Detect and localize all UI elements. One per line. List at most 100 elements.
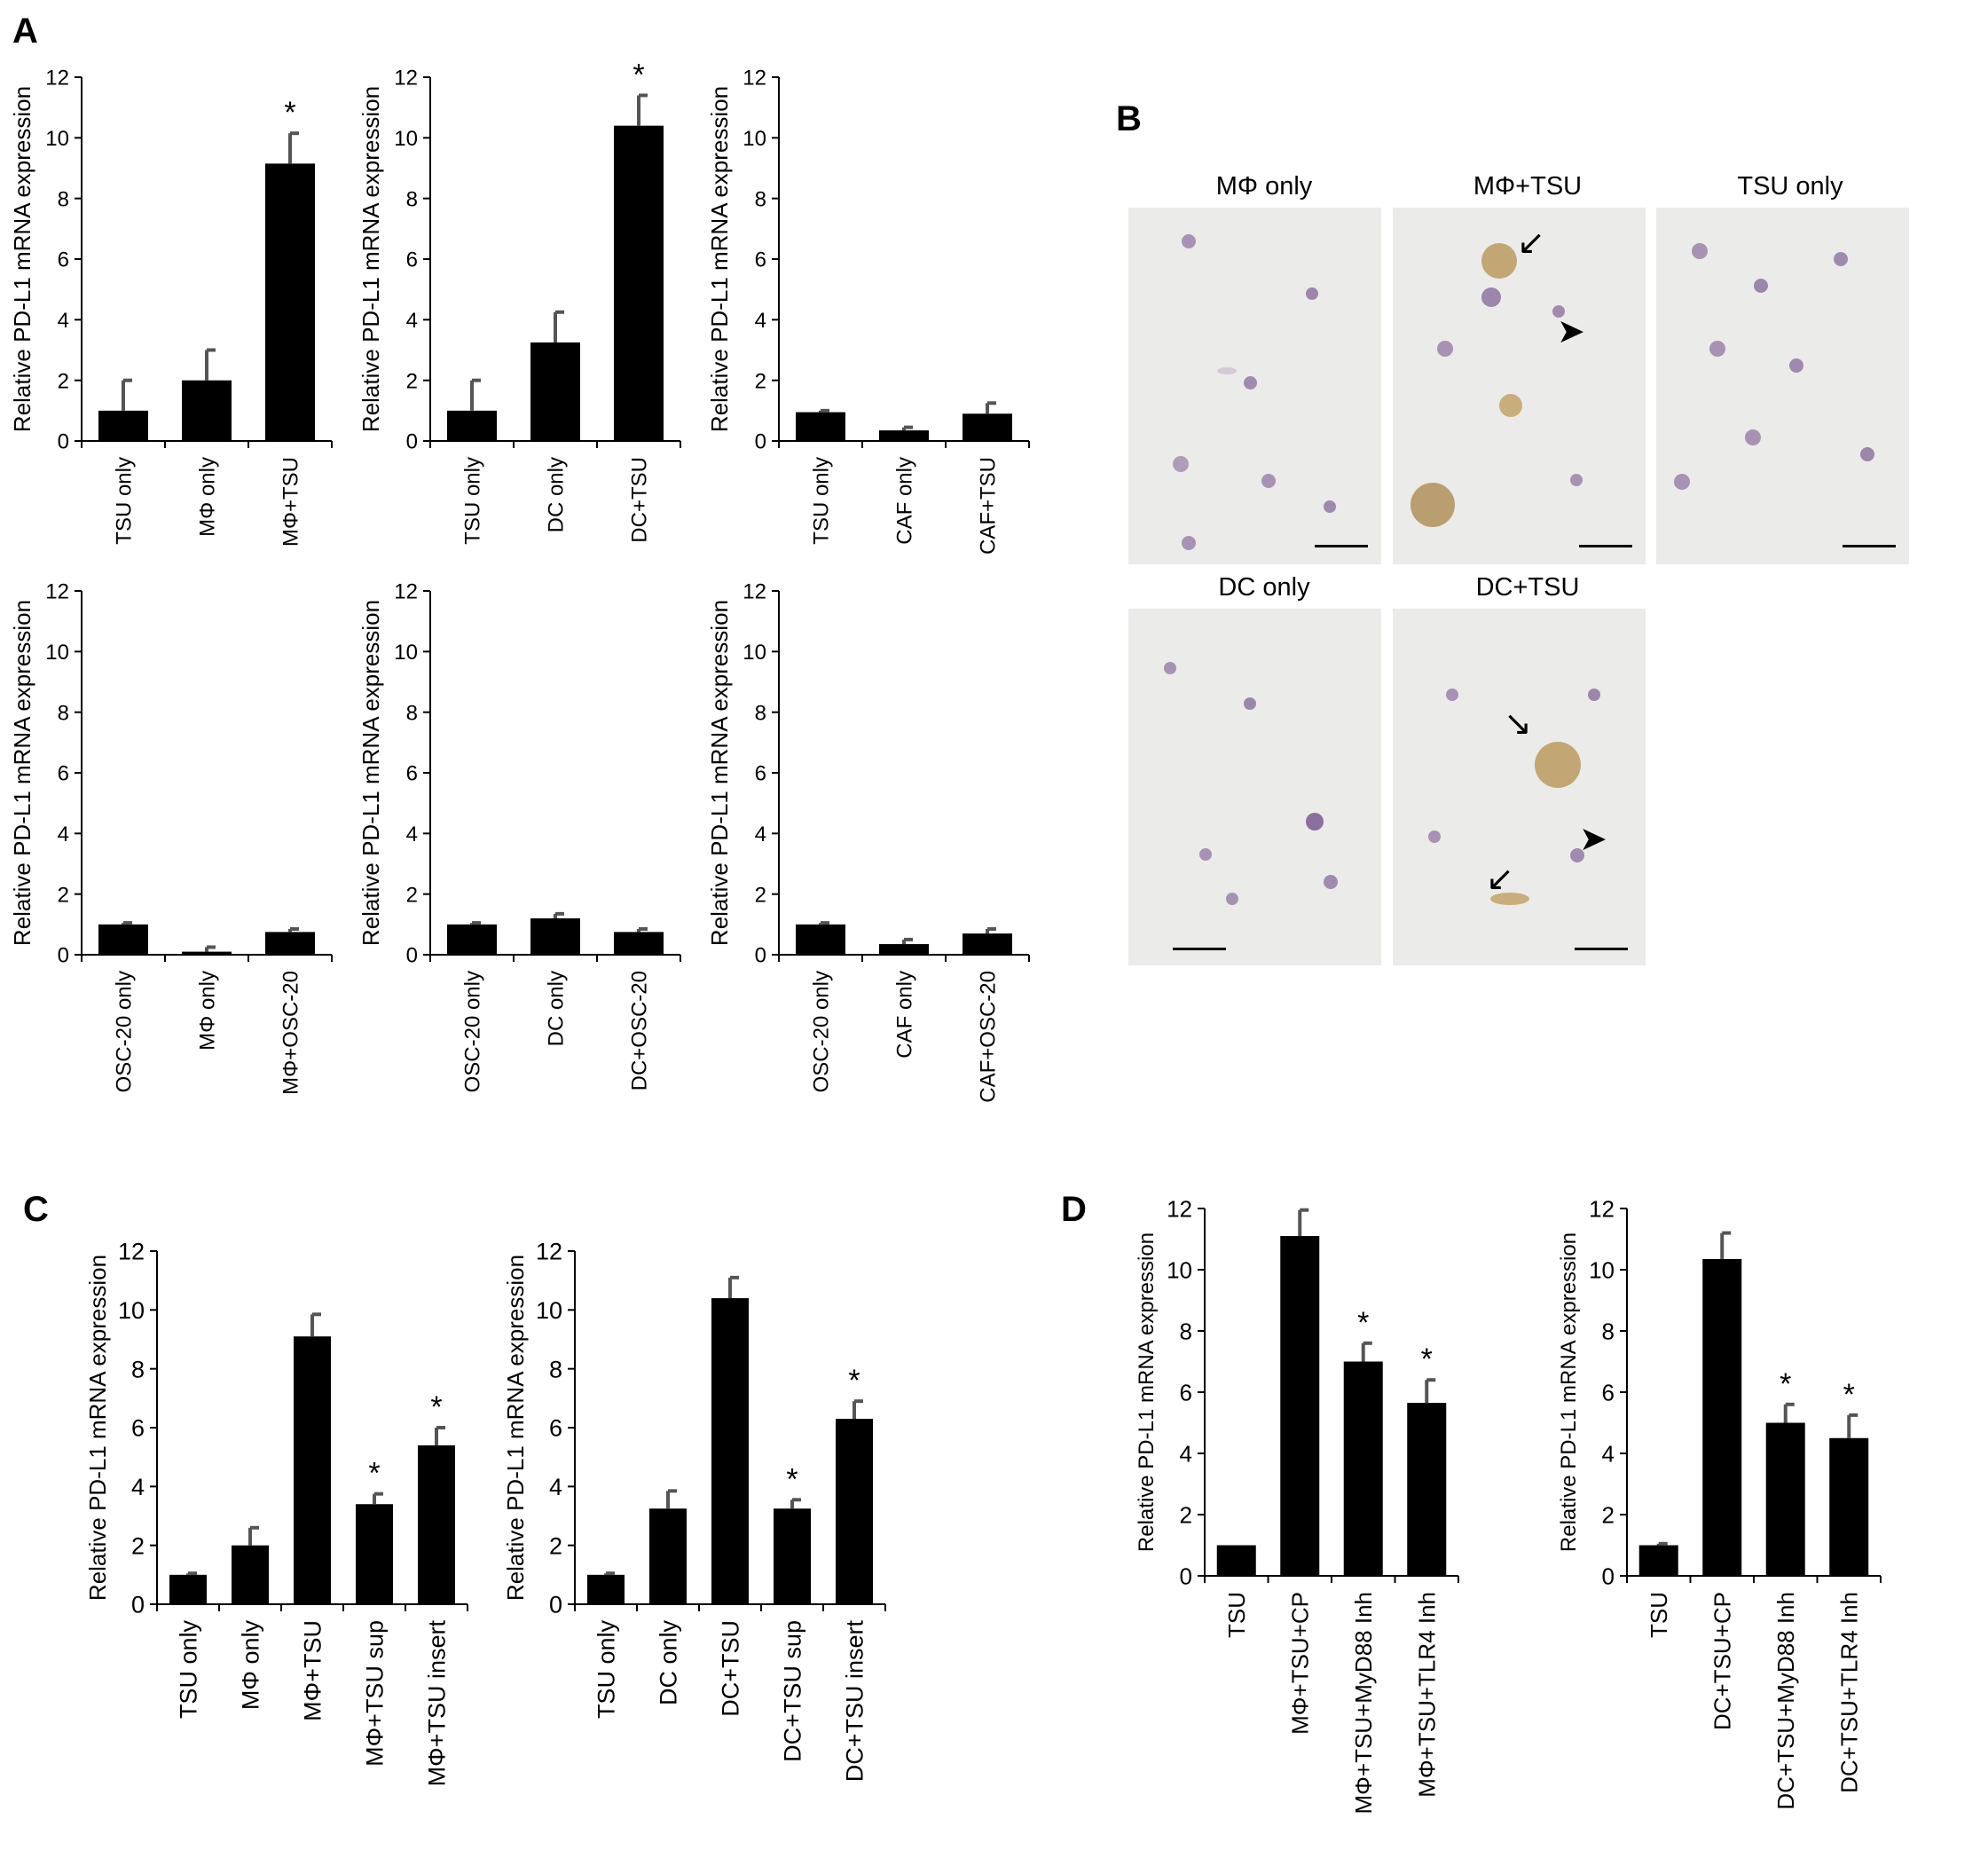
c2-y-tick-label: 6 bbox=[549, 1415, 562, 1442]
stained-cell bbox=[1789, 358, 1803, 373]
c1-category-label: MΦ+TSU sup bbox=[361, 1620, 388, 1767]
stained-cell bbox=[1570, 474, 1583, 486]
c1-bar bbox=[356, 1504, 393, 1604]
d2-significance-mark: * bbox=[1843, 1378, 1855, 1412]
stained-cell bbox=[1709, 341, 1725, 357]
a4-y-axis-label: Relative PD-L1 mRNA expression bbox=[9, 600, 35, 946]
a3-category-label: TSU only bbox=[809, 457, 833, 545]
a6-y-tick-label: 0 bbox=[755, 944, 766, 968]
arrow-icon: ↙ bbox=[1517, 223, 1545, 262]
stained-cell bbox=[1428, 831, 1441, 843]
d2-significance-mark: * bbox=[1780, 1367, 1791, 1401]
d2-category-label: DC+TSU+MyD88 Inh bbox=[1772, 1592, 1799, 1810]
c1-y-tick-label: 8 bbox=[131, 1356, 145, 1382]
d1-significance-mark: * bbox=[1357, 1306, 1369, 1340]
a2-category-label: DC+TSU bbox=[627, 457, 651, 543]
a5-y-axis-label: Relative PD-L1 mRNA expression bbox=[358, 600, 384, 946]
d1-bar bbox=[1343, 1361, 1383, 1576]
a6-y-tick-label: 10 bbox=[743, 641, 766, 665]
stained-cell bbox=[1754, 279, 1768, 293]
d2-y-tick-label: 4 bbox=[1602, 1440, 1615, 1467]
stained-cell bbox=[1324, 875, 1338, 889]
d1-significance-mark: * bbox=[1421, 1342, 1433, 1376]
a3-y-tick-label: 10 bbox=[743, 127, 766, 151]
a5-bar bbox=[614, 932, 664, 955]
a2-category-label: DC only bbox=[544, 457, 568, 532]
c1-significance-mark: * bbox=[430, 1390, 442, 1424]
a2-y-tick-label: 12 bbox=[394, 67, 418, 91]
d1-category-label: MΦ+TSU+CP bbox=[1286, 1592, 1313, 1735]
a3-bar bbox=[963, 413, 1012, 441]
a3-y-tick-label: 6 bbox=[755, 248, 766, 272]
a2-y-tick-label: 6 bbox=[406, 248, 418, 272]
panel-label-d: D bbox=[1061, 1190, 1087, 1229]
d1-y-tick-label: 10 bbox=[1167, 1256, 1192, 1283]
c2-bar bbox=[836, 1419, 873, 1604]
stained-cell bbox=[1173, 456, 1189, 472]
stained-cell bbox=[1446, 689, 1458, 701]
a1-bar bbox=[182, 380, 232, 441]
d1-y-tick-label: 4 bbox=[1180, 1440, 1192, 1467]
micrograph-title-dc-tsu: DC+TSU bbox=[1475, 573, 1580, 602]
d1-category-label: MΦ+TSU+TLR4 Inh bbox=[1413, 1592, 1440, 1798]
a2-y-tick-label: 2 bbox=[406, 369, 418, 393]
c1-y-tick-label: 4 bbox=[131, 1474, 145, 1500]
a6-category-label: CAF+OSC-20 bbox=[976, 971, 1000, 1103]
a3-y-tick-label: 8 bbox=[755, 187, 766, 211]
stained-cell bbox=[1217, 367, 1237, 374]
a2-bar bbox=[530, 342, 580, 441]
d1-y-axis-label: Relative PD-L1 mRNA expression bbox=[1135, 1232, 1159, 1552]
micrograph-dc-only bbox=[1128, 609, 1381, 965]
a6-y-tick-label: 2 bbox=[755, 883, 766, 907]
d2-y-tick-label: 12 bbox=[1589, 1195, 1615, 1222]
stained-cell bbox=[1244, 697, 1256, 710]
a4-y-tick-label: 4 bbox=[58, 823, 69, 846]
panel-label-b: B bbox=[1116, 99, 1142, 138]
a4-category-label: OSC-20 only bbox=[112, 971, 136, 1092]
panel-label-c: C bbox=[23, 1190, 49, 1229]
c1-category-label: MΦ+TSU bbox=[299, 1620, 326, 1721]
a6-bar bbox=[796, 924, 845, 955]
d2-category-label: DC+TSU+CP bbox=[1709, 1592, 1735, 1730]
c2-y-tick-label: 10 bbox=[536, 1297, 562, 1324]
a4-bar bbox=[98, 924, 148, 955]
c1-y-axis-label: Relative PD-L1 mRNA expression bbox=[84, 1255, 111, 1601]
stained-cell bbox=[1834, 252, 1848, 266]
a6-y-axis-label: Relative PD-L1 mRNA expression bbox=[706, 600, 733, 946]
a1-category-label: MΦ only bbox=[195, 457, 219, 537]
d2-y-tick-label: 8 bbox=[1602, 1318, 1615, 1344]
stained-cell bbox=[1324, 500, 1336, 513]
d2-y-tick-label: 6 bbox=[1602, 1379, 1615, 1405]
c2-y-tick-label: 4 bbox=[549, 1474, 562, 1500]
d2-y-tick-label: 10 bbox=[1589, 1256, 1615, 1283]
a6-y-tick-label: 6 bbox=[755, 762, 766, 786]
c1-category-label: MΦ+TSU insert bbox=[423, 1620, 450, 1787]
a3-y-tick-label: 2 bbox=[755, 369, 766, 393]
a4-bar bbox=[182, 951, 232, 955]
scale-bar bbox=[1575, 948, 1628, 950]
a6-bar bbox=[879, 944, 929, 955]
d1-y-tick-label: 2 bbox=[1180, 1501, 1192, 1528]
stained-cell bbox=[1499, 394, 1522, 417]
c2-category-label: TSU only bbox=[593, 1620, 619, 1720]
a6-y-tick-label: 4 bbox=[755, 823, 766, 846]
c2-y-tick-label: 0 bbox=[549, 1592, 562, 1618]
d1-y-tick-label: 12 bbox=[1167, 1195, 1192, 1222]
a1-y-tick-label: 12 bbox=[45, 67, 69, 91]
a3-y-tick-label: 0 bbox=[755, 430, 766, 454]
c1-bar bbox=[169, 1574, 207, 1604]
arrowhead-icon: ➤ bbox=[1557, 311, 1585, 350]
c1-category-label: TSU only bbox=[175, 1620, 201, 1720]
a1-y-tick-label: 0 bbox=[58, 430, 69, 454]
stained-cell bbox=[1437, 341, 1453, 357]
micrograph-title-mphi-tsu: MΦ+TSU bbox=[1473, 172, 1583, 201]
stained-cell bbox=[1199, 848, 1212, 861]
a6-bar bbox=[963, 933, 1012, 955]
a3-y-axis-label: Relative PD-L1 mRNA expression bbox=[706, 86, 733, 432]
stained-cell bbox=[1692, 243, 1708, 259]
a5-y-tick-label: 6 bbox=[406, 762, 418, 786]
a2-y-axis-label: Relative PD-L1 mRNA expression bbox=[358, 86, 384, 432]
a1-significance-mark: * bbox=[284, 96, 295, 130]
arrowhead-icon: ➤ bbox=[1579, 819, 1607, 858]
